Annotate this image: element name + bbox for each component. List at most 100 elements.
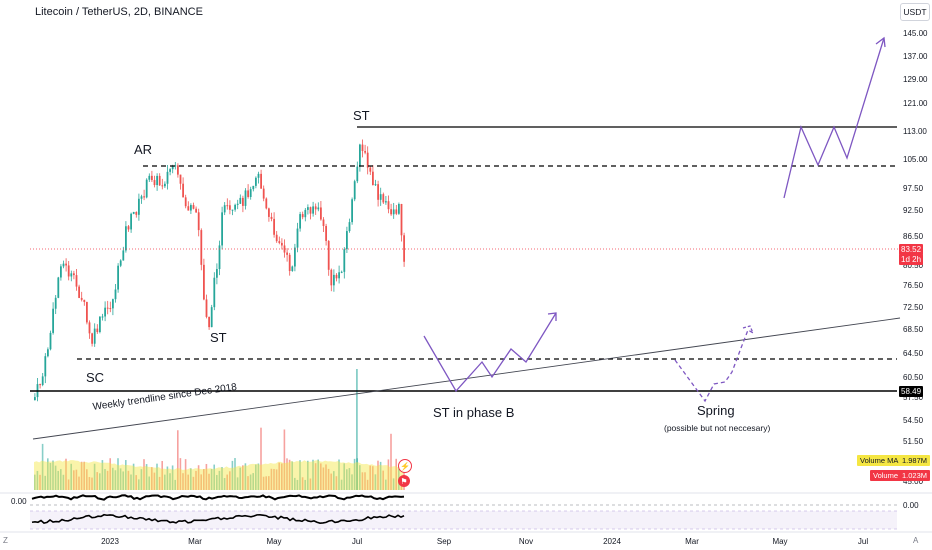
- symbol-title[interactable]: Litecoin / TetherUS, 2D, BINANCE: [35, 6, 203, 18]
- candle-body: [218, 245, 221, 270]
- candle-body: [70, 273, 73, 277]
- candle-body: [140, 196, 143, 199]
- candle-body: [317, 207, 320, 210]
- volume-bar: [156, 463, 158, 490]
- volume-bar: [268, 476, 270, 490]
- volume-bar: [148, 476, 150, 490]
- candle-body: [234, 204, 236, 210]
- volume-bar: [377, 460, 379, 490]
- candle-body: [169, 169, 171, 172]
- candle-body: [132, 212, 135, 214]
- volume-bar: [309, 478, 312, 490]
- volume-bar: [153, 472, 156, 490]
- candle-body: [229, 205, 231, 210]
- candle-body: [99, 316, 101, 333]
- volume-bar: [39, 474, 41, 490]
- volume-bar: [60, 469, 62, 490]
- candle-body: [255, 177, 257, 186]
- candle-body: [171, 166, 174, 170]
- candle-body: [356, 166, 359, 182]
- projection-markup-arrow: [875, 36, 886, 48]
- candle-body: [208, 316, 210, 328]
- volume-bar: [257, 463, 260, 490]
- candle-body: [392, 209, 395, 215]
- candle-body: [379, 194, 382, 200]
- volume-bar: [260, 427, 262, 490]
- volume-bar: [291, 461, 293, 490]
- volume-bar: [54, 465, 57, 490]
- volume-bar: [338, 459, 340, 490]
- volume-bar: [265, 476, 267, 490]
- candle-body: [231, 209, 234, 211]
- volume-bar: [379, 461, 382, 490]
- candle-body: [213, 277, 216, 308]
- currency-button[interactable]: USDT: [900, 3, 930, 21]
- volume-bar: [109, 458, 111, 490]
- candle-body: [200, 230, 203, 265]
- candle-body: [205, 299, 208, 317]
- price-tick-label: 76.50: [903, 281, 924, 290]
- candle-body: [330, 269, 333, 286]
- label-st-mid: ST: [210, 330, 227, 345]
- candle-body: [270, 216, 273, 219]
- candle-body: [283, 245, 286, 253]
- price-tick-label: 64.50: [903, 349, 924, 358]
- volume-bar: [216, 474, 218, 490]
- candle-body: [203, 264, 205, 300]
- volume-bar: [366, 479, 369, 490]
- label-spring: Spring: [697, 403, 735, 418]
- candle-body: [304, 209, 307, 218]
- volume-bar: [182, 473, 184, 490]
- flag-icon[interactable]: ⚑: [398, 475, 410, 487]
- volume-bar: [244, 463, 247, 490]
- price-tick-label: 51.50: [903, 437, 924, 446]
- candle-body: [39, 384, 41, 386]
- time-axis-ticks: 2023 Mar May Jul Sep Nov 2024 Mar May Jul: [101, 537, 868, 546]
- volume-bar: [364, 472, 366, 490]
- candle-body: [294, 247, 296, 267]
- auto-scale-button[interactable]: A: [913, 536, 919, 545]
- volume-bar: [112, 467, 114, 490]
- volume-bar: [278, 462, 280, 490]
- volume-bar: [65, 458, 67, 490]
- volume-bar: [36, 470, 39, 490]
- volume-bar: [132, 463, 135, 490]
- volume-bars: [34, 369, 405, 490]
- candle-body: [34, 397, 36, 400]
- volume-bar: [190, 468, 192, 490]
- volume-bar: [117, 458, 119, 490]
- candle-body: [252, 185, 255, 190]
- candle-body: [296, 228, 299, 248]
- volume-bar: [239, 467, 241, 490]
- time-tick-label: Mar: [188, 537, 202, 546]
- candle-body: [135, 212, 138, 215]
- volume-bar: [307, 460, 309, 490]
- volume-ma-value: 1.987M: [899, 455, 931, 466]
- candle-body: [395, 209, 398, 214]
- volume-bar: [200, 474, 202, 490]
- candle-body: [192, 205, 195, 209]
- price-tick-label: 60.50: [903, 373, 924, 382]
- lightning-icon[interactable]: ⚡: [398, 459, 412, 473]
- volume-bar: [229, 471, 231, 490]
- volume-bar: [385, 479, 387, 490]
- volume-bar: [75, 469, 78, 490]
- zoom-corner-left[interactable]: Z: [3, 536, 8, 545]
- volume-bar: [327, 468, 330, 490]
- candle-body: [179, 174, 182, 184]
- candle-body: [398, 203, 400, 214]
- volume-bar: [145, 464, 148, 490]
- volume-bar: [252, 473, 254, 490]
- time-tick-label: Nov: [519, 537, 533, 546]
- candle-body: [197, 212, 200, 231]
- volume-bar: [325, 464, 327, 490]
- candle-body: [325, 225, 327, 241]
- projection-spring-arrow: [742, 325, 754, 334]
- candle-body: [301, 214, 304, 218]
- volume-bar: [348, 468, 351, 490]
- candle-body: [184, 197, 187, 207]
- candle-body: [278, 241, 281, 243]
- candle-body: [65, 263, 67, 266]
- candle-body: [41, 376, 44, 385]
